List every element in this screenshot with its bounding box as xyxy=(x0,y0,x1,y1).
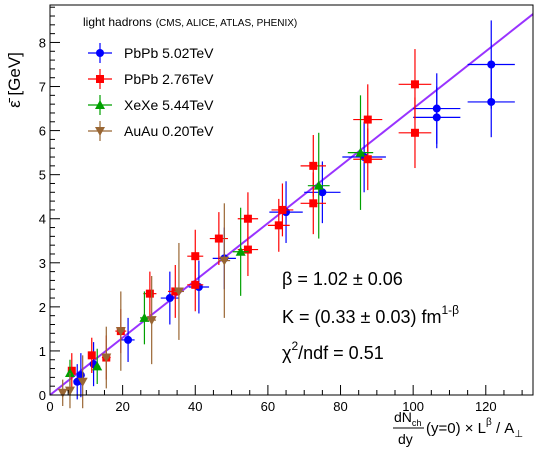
y-tick-label: 3 xyxy=(39,256,46,271)
data-point xyxy=(410,80,419,89)
legend-marker xyxy=(96,49,104,57)
data-point xyxy=(77,377,88,387)
x-tick-label: 80 xyxy=(333,399,347,414)
beta-annotation: β = 1.02 ± 0.06 xyxy=(282,269,403,289)
data-point xyxy=(191,280,200,289)
y-tick-label: 2 xyxy=(39,300,46,315)
data-points xyxy=(57,20,515,409)
y-tick-label: 8 xyxy=(39,35,46,50)
data-point xyxy=(219,256,230,266)
y-tick-label: 7 xyxy=(39,80,46,95)
svg-text:dNch: dNch xyxy=(394,409,421,428)
legend-header-sources: (CMS, ALICE, ATLAS, PHENIX) xyxy=(156,18,298,29)
svg-text:K = (0.33 ± 0.03) fm1-β: K = (0.33 ± 0.03) fm1-β xyxy=(282,303,459,327)
series-3 xyxy=(57,203,231,409)
y-tick-label: 4 xyxy=(39,212,46,227)
x-label-denominator: dy xyxy=(398,431,413,447)
data-point xyxy=(64,367,75,377)
data-point xyxy=(92,361,103,371)
x-axis-label: dNch dy (y=0) × Lβ / A⊥ xyxy=(393,409,523,447)
x-tick-label: 100 xyxy=(402,399,424,414)
svg-text:(y=0) × Lβ / A⊥: (y=0) × Lβ / A⊥ xyxy=(426,417,523,440)
x-label-rest-sup: β xyxy=(486,417,492,428)
data-point xyxy=(101,353,112,363)
data-point xyxy=(309,161,318,170)
data-point xyxy=(432,104,441,113)
data-point xyxy=(313,180,324,190)
y-tick-label: 6 xyxy=(39,124,46,139)
legend-marker xyxy=(95,100,105,109)
plot-frame xyxy=(49,4,534,396)
data-point xyxy=(243,245,252,254)
data-point xyxy=(274,221,283,230)
legend-header: light hadrons xyxy=(83,15,152,29)
data-point xyxy=(115,327,126,337)
x-tick-label: 40 xyxy=(188,399,202,414)
data-point xyxy=(87,351,96,360)
x-label-rest2: / A xyxy=(492,420,515,437)
data-point xyxy=(173,287,184,297)
data-point xyxy=(363,115,372,124)
fit-annotations: β = 1.02 ± 0.06 K = (0.33 ± 0.03) fm1-β … xyxy=(282,269,459,363)
data-point xyxy=(67,366,76,375)
legend-marker xyxy=(96,75,104,83)
x-label-rest2-sub: ⊥ xyxy=(514,429,523,440)
data-point xyxy=(146,316,157,326)
y-tick-label: 0 xyxy=(39,388,46,403)
data-point xyxy=(165,294,174,303)
data-point xyxy=(355,147,366,157)
data-point xyxy=(410,128,419,137)
fit-line xyxy=(49,13,534,396)
chi-annotation-rest: /ndf = 0.51 xyxy=(298,343,384,363)
legend-entries: PbPb 5.02TeV PbPb 2.76TeV XeXe 5.44TeV AuAu… xyxy=(88,43,214,141)
data-point xyxy=(57,388,68,398)
x-tick-label: 20 xyxy=(115,399,129,414)
data-point xyxy=(145,289,154,298)
y-axis-label: ε̄ [GeV] xyxy=(5,52,24,108)
axis-ticks: 0 20 40 60 80 100 120 0 1 2 3 4 5 6 7 8 xyxy=(39,6,523,414)
x-label-numerator: dN xyxy=(394,409,412,425)
data-point xyxy=(139,312,150,322)
series-2 xyxy=(64,95,374,387)
chi-annotation-sup: 2 xyxy=(291,339,298,353)
data-point xyxy=(363,155,372,164)
legend: light hadrons (CMS, ALICE, ATLAS, PHENIX)… xyxy=(83,15,297,141)
k-annotation-sup: 1-β xyxy=(441,303,459,317)
k-annotation: K = (0.33 ± 0.03) fm xyxy=(282,307,441,327)
legend-marker xyxy=(95,127,105,136)
data-point xyxy=(235,246,246,256)
legend-label: XeXe 5.44TeV xyxy=(124,97,214,113)
data-point xyxy=(243,214,252,223)
data-point xyxy=(64,386,75,396)
legend-label: AuAu 0.20TeV xyxy=(124,123,214,139)
data-point xyxy=(214,234,223,243)
y-tick-label: 5 xyxy=(39,168,46,183)
data-point xyxy=(124,335,133,344)
y-tick-label: 1 xyxy=(39,344,46,359)
chi-annotation: χ xyxy=(282,343,292,363)
data-point xyxy=(191,252,200,261)
data-point xyxy=(487,60,496,69)
x-label-numerator-sub: ch xyxy=(412,418,422,428)
data-point xyxy=(278,205,287,214)
data-point xyxy=(309,199,318,208)
svg-text:χ2/ndf = 0.51: χ2/ndf = 0.51 xyxy=(282,339,384,363)
x-tick-label: 0 xyxy=(46,399,53,414)
svg-text:light hadrons(CMS, ALICE, ATLA: light hadrons (CMS, ALICE, ATLAS, PHENIX) xyxy=(83,15,297,29)
series-0 xyxy=(73,20,515,400)
legend-label: PbPb 2.76TeV xyxy=(124,71,214,87)
x-tick-label: 60 xyxy=(261,399,275,414)
data-point xyxy=(318,188,327,197)
x-label-rest: (y=0) × L xyxy=(426,420,486,437)
x-tick-label: 120 xyxy=(475,399,497,414)
legend-label: PbPb 5.02TeV xyxy=(124,45,214,61)
fit-line-layer xyxy=(49,13,534,396)
